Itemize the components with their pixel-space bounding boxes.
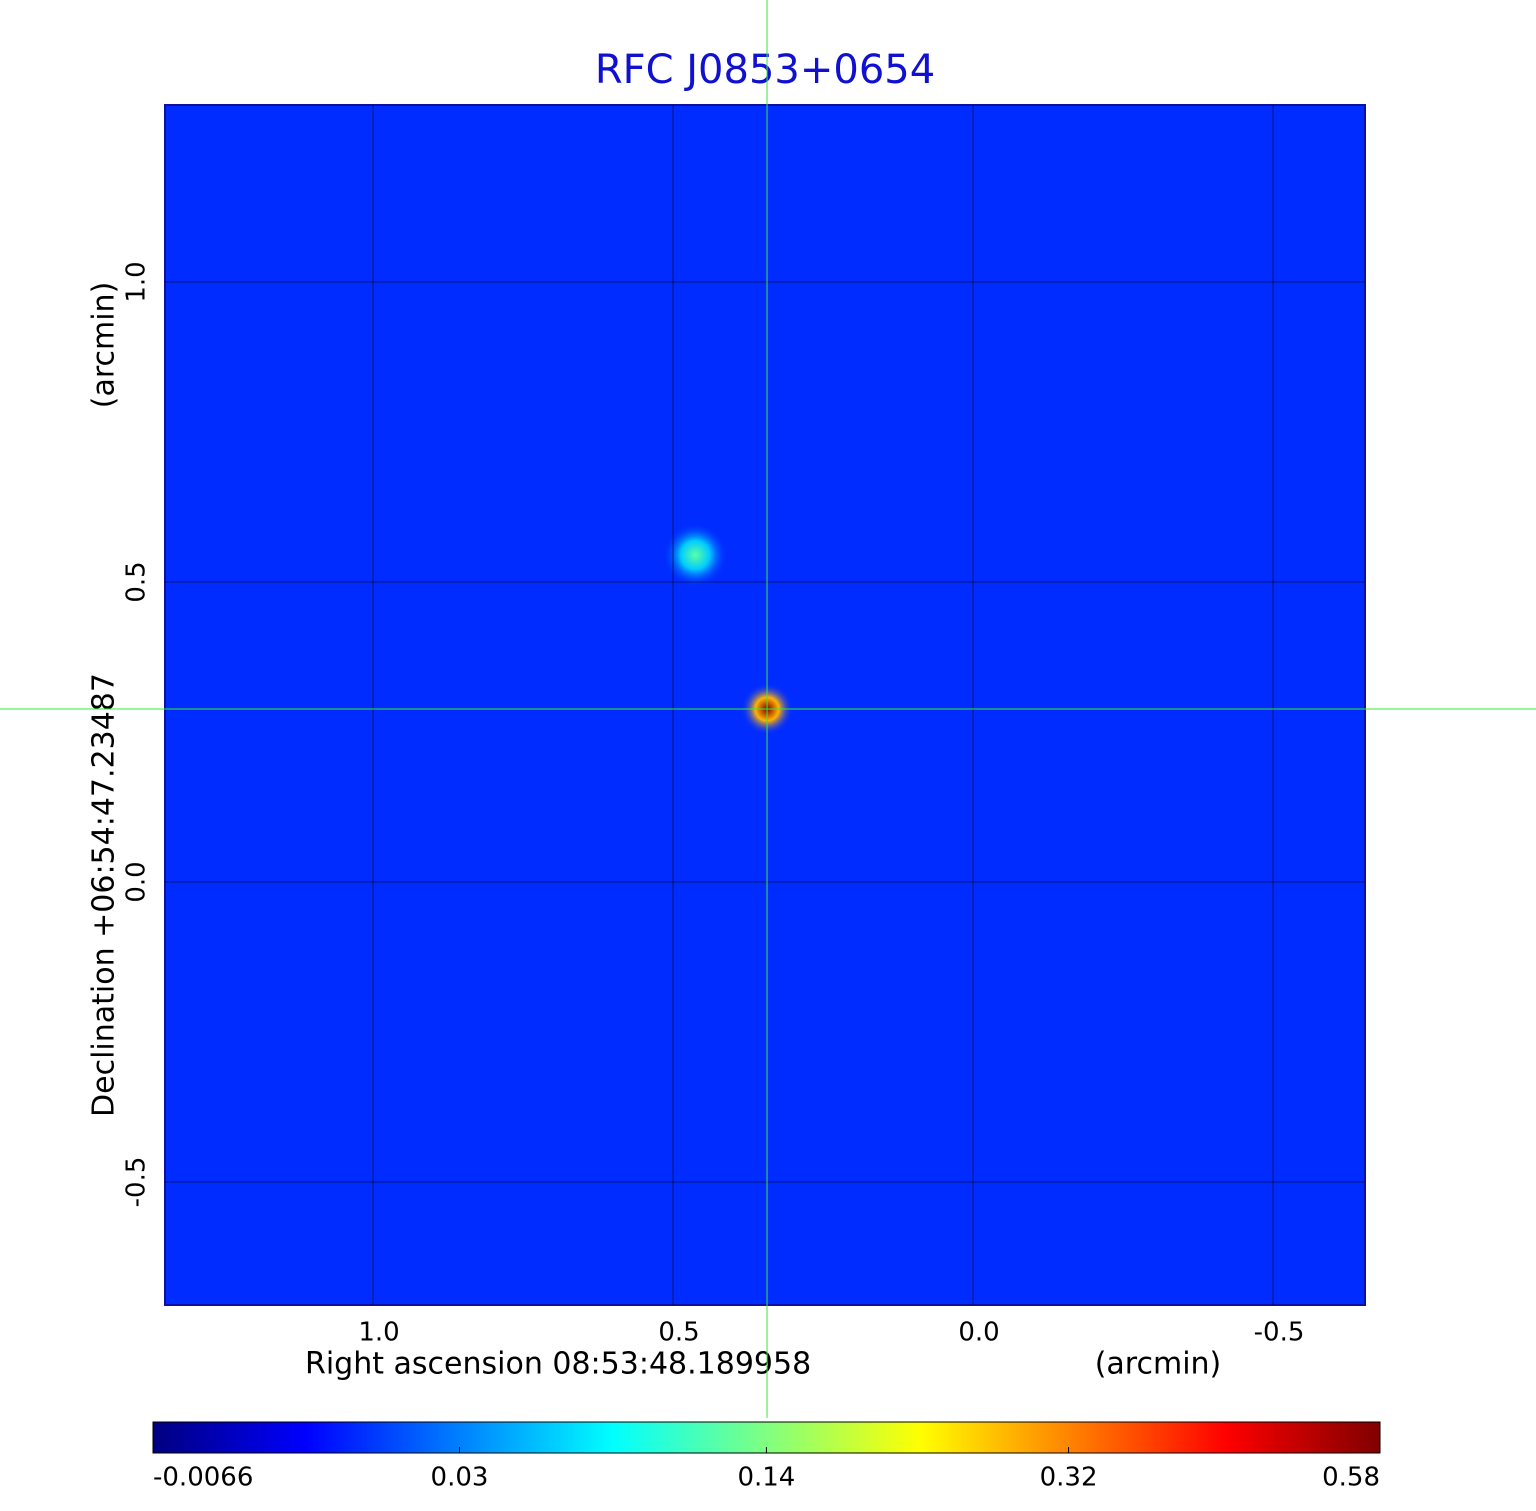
- source: [663, 523, 728, 587]
- x-tick-label: 1.0: [358, 1318, 399, 1348]
- colorbar-tick-label: -0.0066: [153, 1463, 253, 1493]
- y-tick-label: -0.5: [122, 1157, 152, 1208]
- colorbar-tick-label: 0.03: [431, 1463, 489, 1493]
- chart-title: RFC J0853+0654: [595, 47, 935, 93]
- y-axis-unit: (arcmin): [87, 282, 122, 409]
- colorbar-tick-label: 0.14: [737, 1463, 795, 1493]
- y-axis-label: Declination +06:54:47.23487: [87, 673, 122, 1117]
- x-axis-label: Right ascension 08:53:48.189958: [305, 1347, 811, 1382]
- x-tick-label: -0.5: [1254, 1318, 1305, 1348]
- x-tick-label: 0.5: [658, 1318, 699, 1348]
- x-tick-label: 0.0: [958, 1318, 999, 1348]
- colorbar-tick-label: 0.58: [1322, 1463, 1380, 1493]
- y-tick-label: 0.5: [122, 561, 152, 602]
- y-tick-label: 0.0: [122, 861, 152, 902]
- x-axis-unit: (arcmin): [1095, 1347, 1222, 1382]
- y-tick-label: 1.0: [122, 261, 152, 302]
- colorbar-tick-label: 0.32: [1040, 1463, 1098, 1493]
